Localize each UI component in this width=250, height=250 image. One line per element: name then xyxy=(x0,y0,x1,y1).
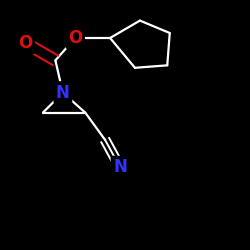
Text: N: N xyxy=(113,158,127,176)
Text: N: N xyxy=(56,84,70,102)
Text: O: O xyxy=(18,34,33,52)
Text: O: O xyxy=(68,29,82,47)
